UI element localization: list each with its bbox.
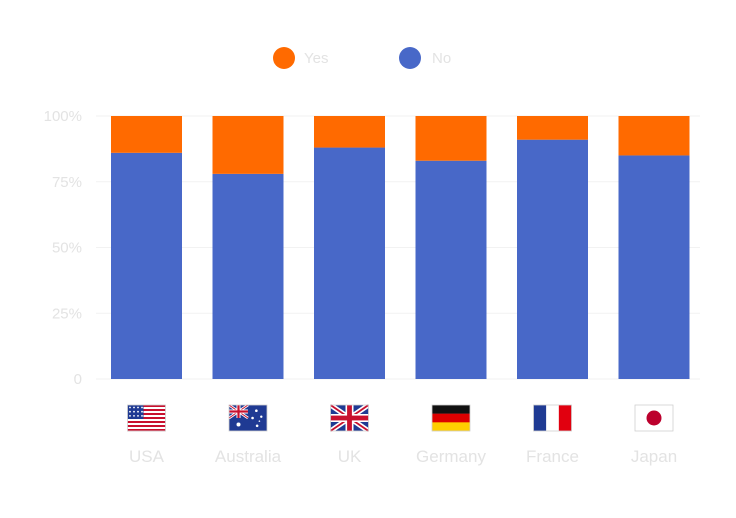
bar-yes-germany: [415, 116, 487, 161]
bar-no-uk: [314, 147, 385, 379]
bars: [111, 116, 690, 379]
legend-swatch-yes: [273, 47, 295, 69]
legend-label-no: No: [432, 50, 451, 67]
bar-no-usa: [111, 152, 182, 379]
category-icons: [127, 402, 674, 434]
x-tick-label-australia: Australia: [215, 447, 282, 466]
x-tick-label-uk: UK: [338, 447, 362, 466]
flag-uk-icon: [329, 402, 370, 434]
x-tick-label-japan: Japan: [631, 447, 677, 466]
y-tick-label: 100%: [44, 108, 82, 125]
bar-yes-usa: [111, 116, 182, 153]
bar-yes-australia: [212, 116, 284, 174]
flag-usa-icon: [127, 404, 166, 432]
y-tick-label: 50%: [52, 240, 82, 257]
bar-no-japan: [618, 155, 690, 379]
bar-yes-japan: [618, 116, 690, 156]
flag-japan-icon: [634, 404, 674, 432]
flag-germany-icon: [431, 404, 471, 432]
bar-yes-uk: [314, 116, 385, 148]
x-tick-label-france: France: [526, 447, 579, 466]
y-gridlines: [96, 115, 700, 380]
legend: Yes No: [273, 47, 451, 69]
bar-no-france: [517, 139, 588, 379]
y-tick-label: 0: [74, 371, 82, 388]
bar-no-germany: [415, 160, 487, 379]
flag-france-icon: [533, 404, 572, 432]
flag-australia-icon: [228, 403, 268, 432]
y-axis: 0 25% 50% 75% 100%: [44, 108, 82, 388]
legend-label-yes: Yes: [304, 50, 328, 67]
y-tick-label: 75%: [52, 174, 82, 191]
x-axis: USA Australia UK Germany France Japan: [129, 447, 677, 466]
y-tick-label: 25%: [52, 305, 82, 322]
bar-yes-france: [517, 116, 588, 140]
legend-swatch-no: [399, 47, 421, 69]
x-tick-label-usa: USA: [129, 447, 165, 466]
bar-no-australia: [212, 173, 284, 379]
x-tick-label-germany: Germany: [416, 447, 486, 466]
